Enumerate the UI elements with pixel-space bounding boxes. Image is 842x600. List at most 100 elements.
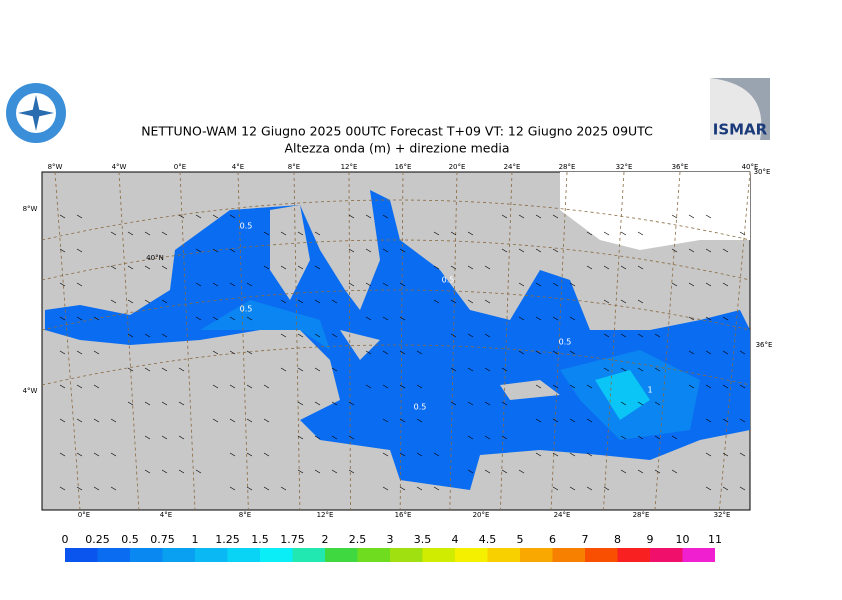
wave-arrow (722, 316, 729, 321)
wave-arrow (416, 350, 423, 355)
wave-arrow (127, 367, 134, 372)
wave-arrow (280, 333, 287, 338)
wave-arrow (484, 265, 491, 270)
wave-arrow (467, 469, 474, 474)
wave-arrow (399, 350, 406, 355)
wave-arrow (705, 316, 712, 321)
wave-arrow (620, 367, 627, 372)
logo-text: ISMAR (713, 121, 768, 139)
graticule (399, 171, 404, 511)
wave-arrow (144, 333, 151, 338)
wave-arrow (399, 418, 406, 423)
wave-arrow (671, 248, 678, 253)
wave-arrow (59, 384, 66, 389)
wave-arrow (535, 248, 542, 253)
wave-arrow (535, 384, 542, 389)
wave-arrow (212, 214, 219, 219)
wave-arrow (603, 333, 610, 338)
wave-arrow (586, 452, 593, 457)
wave-arrow (654, 367, 661, 372)
wave-arrow (535, 282, 542, 287)
wave-arrow (586, 384, 593, 389)
wave-arrow (688, 316, 695, 321)
wave-arrow (195, 282, 202, 287)
graticule (654, 171, 681, 511)
legend-swatch (292, 548, 325, 562)
wave-arrow (229, 316, 236, 321)
legend-swatch (357, 548, 390, 562)
wave-arrow (59, 350, 66, 355)
lon-label: 12°E (341, 163, 358, 171)
wave-arrow (620, 435, 627, 440)
logo-right: ISMAR (710, 78, 770, 140)
wave-arrow (76, 452, 83, 457)
wave-arrow (467, 401, 474, 406)
legend-swatch (552, 548, 585, 562)
wave-arrow (654, 469, 661, 474)
graticule (41, 344, 751, 386)
wave-arrow (178, 469, 185, 474)
wave-arrow (93, 452, 100, 457)
legend-label: 9 (647, 533, 654, 546)
legend-label: 10 (676, 533, 690, 546)
wave-arrow (569, 316, 576, 321)
wave-arrow (161, 231, 168, 236)
wave-arrow (280, 367, 287, 372)
wave-arrow (246, 486, 253, 491)
wave-arrow (552, 418, 559, 423)
wave-arrow (416, 486, 423, 491)
wave-arrow (382, 350, 389, 355)
wave-arrow (229, 418, 236, 423)
wave-arrow (705, 452, 712, 457)
wave-arrow (331, 333, 338, 338)
legend-swatch (65, 548, 98, 562)
wave-arrow (59, 282, 66, 287)
wave-arrow (314, 333, 321, 338)
lon-label: 32°E (616, 163, 633, 171)
contour-label: 0.5 (442, 276, 455, 285)
lon-label: 36°E (672, 163, 689, 171)
graticule (41, 289, 751, 331)
legend-swatch (227, 548, 260, 562)
wave-arrow (637, 333, 644, 338)
wave-arrow (161, 435, 168, 440)
wave-arrow (93, 384, 100, 389)
wave-arrow (722, 350, 729, 355)
wave-arrow (739, 418, 746, 423)
wave-arrow (161, 299, 168, 304)
legend-swatch (130, 548, 163, 562)
lon-label: 16°E (395, 163, 412, 171)
wave-arrow (365, 316, 372, 321)
lon-label: 4°W (112, 163, 127, 171)
wave-arrow (127, 231, 134, 236)
legend-label: 0.25 (85, 533, 110, 546)
wave-arrow (535, 214, 542, 219)
wave-arrow (297, 469, 304, 474)
wave-arrow (348, 435, 355, 440)
contour-label: 0.5 (240, 222, 253, 231)
legend-swatch (162, 548, 195, 562)
legend-swatch (682, 548, 715, 562)
wave-arrow (195, 214, 202, 219)
lon-label: 40°E (742, 163, 759, 171)
graticule (449, 171, 458, 511)
wave-arrow (586, 231, 593, 236)
wave-arrow (569, 384, 576, 389)
wave-arrow (603, 231, 610, 236)
wave-arrow (501, 248, 508, 253)
legend-label: 4 (452, 533, 459, 546)
wave-arrow (161, 469, 168, 474)
wave-arrow (127, 333, 134, 338)
wave-arrow (484, 367, 491, 372)
wave-arrow (484, 435, 491, 440)
wave-arrow (144, 299, 151, 304)
wave-arrow (110, 418, 117, 423)
wave-arrow (739, 486, 746, 491)
wave-arrow (263, 265, 270, 270)
wave-arrow (552, 214, 559, 219)
wave-arrow (246, 452, 253, 457)
wave-arrow (93, 350, 100, 355)
wave-arrow (552, 452, 559, 457)
lon-label: 0°E (78, 511, 90, 519)
wave-arrow (518, 282, 525, 287)
